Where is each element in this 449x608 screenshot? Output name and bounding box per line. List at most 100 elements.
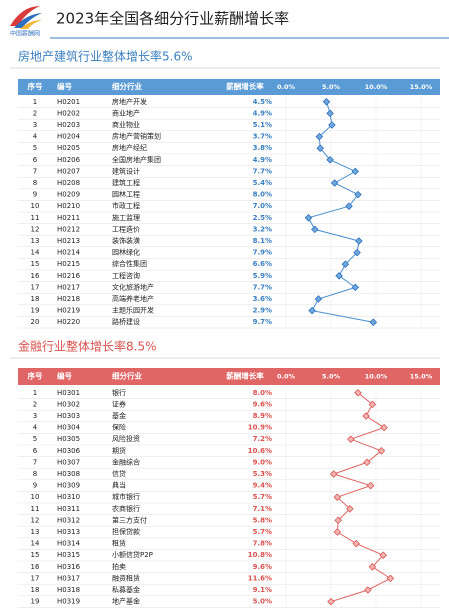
rate-marker [377, 447, 386, 455]
row-rate: 10.6% [248, 447, 272, 455]
row-number: 7 [33, 167, 37, 175]
row-name: 基金 [112, 411, 126, 420]
row-code: H0314 [57, 540, 81, 548]
axis-tick-label: 0.0% [277, 83, 296, 91]
row-name: 房地产营销策划 [112, 132, 161, 141]
row-code: H0210 [57, 202, 80, 210]
row-number: 16 [31, 272, 40, 280]
row-code: H0218 [57, 295, 80, 303]
rate-marker [328, 121, 336, 129]
row-name: 房地产经纪 [112, 143, 147, 152]
row-number: 11 [31, 214, 40, 222]
axis-tick-label: 5.0% [322, 373, 341, 381]
rate-marker [330, 179, 339, 187]
row-name: 建筑设计 [112, 166, 140, 175]
row-rate: 9.4% [253, 482, 272, 490]
row-code: H0209 [57, 191, 80, 199]
row-code: H0215 [57, 260, 80, 268]
row-rate: 7.7% [253, 283, 272, 291]
axis-tick-label: 5.0% [322, 83, 341, 91]
row-code: H0316 [57, 563, 81, 571]
row-number: 18 [31, 586, 40, 594]
row-code: H0319 [57, 598, 80, 606]
row-number: 19 [31, 307, 40, 315]
logo-text: 中国薪酬网 [10, 30, 40, 38]
column-header: 细分行业 [112, 371, 142, 381]
row-number: 5 [33, 144, 37, 152]
row-rate: 2.5% [253, 214, 272, 222]
rate-marker [362, 412, 370, 420]
row-number: 18 [31, 295, 40, 303]
row-name: 园林绿化 [112, 248, 140, 257]
rate-marker [326, 109, 334, 118]
row-rate: 5.7% [253, 493, 272, 501]
row-code: H0214 [57, 249, 81, 257]
row-rate: 3.7% [253, 133, 272, 141]
row-code: H0212 [57, 225, 80, 233]
row-name: 综合性集团 [112, 259, 147, 268]
column-header: 编号 [57, 371, 72, 381]
rate-marker [322, 98, 331, 106]
rate-marker [354, 389, 362, 397]
row-name: 租赁 [112, 539, 126, 548]
axis-tick-label: 10.0% [365, 83, 388, 91]
row-rate: 9.7% [253, 318, 272, 326]
row-code: H0318 [57, 586, 80, 594]
row-name: 第三方支付 [112, 515, 147, 524]
row-rate: 11.6% [248, 574, 272, 582]
row-code: H0317 [57, 574, 80, 582]
rate-marker [346, 505, 354, 513]
rate-marker [329, 470, 338, 478]
row-rate: 4.9% [253, 156, 272, 164]
row-number: 9 [33, 191, 37, 199]
row-number: 14 [31, 249, 40, 257]
rate-marker [351, 167, 360, 176]
row-code: H0216 [57, 272, 81, 280]
rate-marker [326, 156, 334, 164]
row-number: 20 [31, 318, 40, 326]
row-rate: 5.1% [253, 121, 272, 129]
row-code: H0308 [57, 470, 80, 478]
row-name: 农商银行 [112, 504, 140, 513]
row-number: 3 [33, 412, 37, 420]
rate-marker [333, 493, 342, 501]
row-rate: 9.6% [253, 400, 272, 408]
row-number: 8 [33, 470, 37, 478]
rate-marker [352, 539, 360, 548]
row-rate: 5.8% [253, 516, 272, 524]
row-rate: 7.9% [253, 249, 272, 257]
row-name: 园林工程 [112, 190, 140, 199]
row-name: 金融综合 [112, 457, 140, 466]
row-code: H0310 [57, 493, 80, 501]
row-name: 拍卖 [112, 562, 126, 571]
row-name: 主题乐园开发 [112, 306, 154, 315]
row-number: 6 [33, 447, 38, 455]
row-name: 装饰装潢 [112, 236, 140, 245]
row-number: 15 [31, 260, 40, 268]
rate-marker [368, 400, 377, 409]
row-number: 1 [33, 389, 37, 397]
row-rate: 8.0% [253, 191, 272, 199]
logo-swoosh [20, 20, 42, 29]
rate-marker [316, 144, 324, 152]
row-number: 5 [33, 435, 37, 443]
row-rate: 7.8% [253, 540, 272, 548]
row-number: 16 [31, 563, 40, 571]
column-header: 薪酬增长率 [226, 81, 264, 91]
row-code: H0309 [57, 482, 80, 490]
row-rate: 9.1% [253, 586, 272, 594]
row-rate: 10.9% [248, 424, 272, 432]
row-rate: 5.9% [253, 272, 272, 280]
rate-marker [334, 516, 342, 525]
rate-marker [379, 551, 387, 559]
row-name: 私募基金 [112, 585, 140, 594]
rate-marker [315, 132, 324, 141]
rate-marker [345, 202, 353, 210]
row-rate: 3.6% [253, 295, 272, 303]
row-rate: 5.7% [253, 528, 272, 536]
row-name: 信贷 [112, 469, 126, 478]
row-name: 保险 [112, 423, 126, 432]
row-number: 6 [33, 156, 38, 164]
rate-marker [353, 248, 361, 257]
rate-marker [333, 528, 342, 536]
